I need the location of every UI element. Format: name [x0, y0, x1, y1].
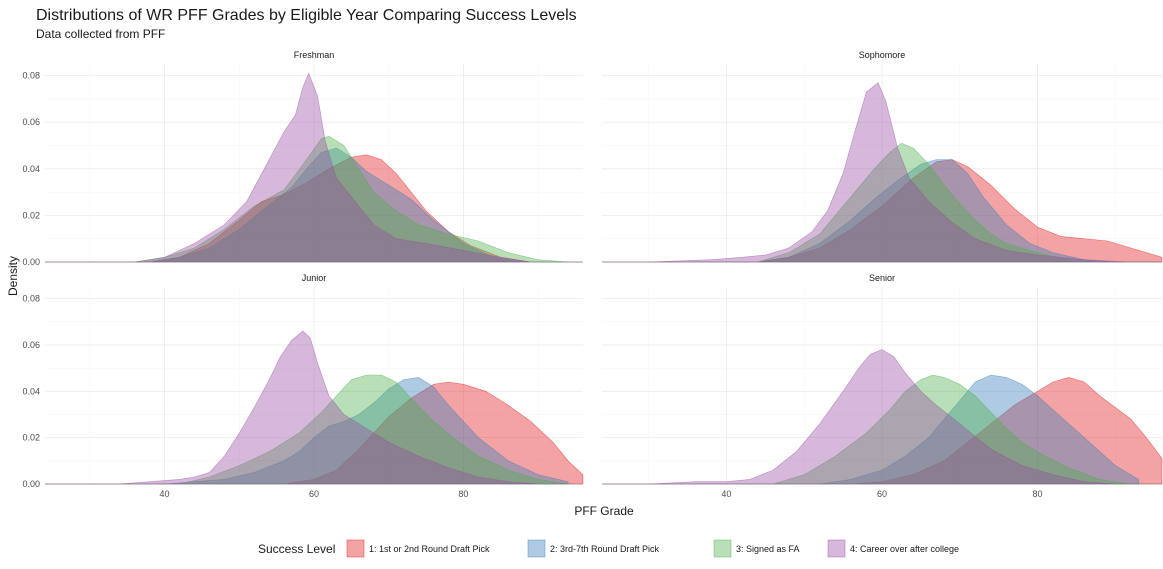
x-tick-label: 80 [458, 489, 468, 499]
legend-label-1: 1: 1st or 2nd Round Draft Pick [369, 544, 490, 554]
y-tick-label: 0.08 [22, 71, 40, 81]
density-area-series-2 [45, 147, 583, 263]
legend-swatch-1 [346, 539, 365, 558]
legend-label-3: 3: Signed as FA [736, 544, 800, 554]
y-axis-title: Density [6, 256, 20, 296]
density-area-series-3 [45, 374, 583, 485]
density-area-series-1 [45, 381, 584, 485]
legend: Success Level 1: 1st or 2nd Round Draft … [258, 539, 959, 558]
y-tick-label: 0.02 [22, 210, 40, 220]
facet-strip-label: Freshman [294, 50, 335, 60]
facet-panel-sophomore: Sophomore [602, 50, 1163, 263]
facet-strip-label: Senior [869, 273, 895, 283]
facet-strip-label: Sophomore [859, 50, 906, 60]
y-tick-label: 0.08 [22, 294, 40, 304]
y-tick-label: 0.04 [22, 386, 40, 396]
y-tick-label: 0.06 [22, 117, 40, 127]
y-tick-label: 0.02 [22, 433, 40, 443]
x-tick-label: 60 [877, 489, 887, 499]
legend-swatch-4 [827, 539, 846, 558]
chart-title: Distributions of WR PFF Grades by Eligib… [36, 7, 577, 24]
facet-panel-junior: Junior 0.00 0.02 0.04 0.06 0.08 40 60 80 [22, 273, 584, 499]
legend-swatch-2 [527, 539, 546, 558]
x-tick-label: 60 [309, 489, 319, 499]
legend-swatch-3 [713, 539, 732, 558]
density-area-series-1 [602, 159, 1163, 263]
facet-panels: Freshman 0.00 0.02 0.04 0.06 0.08 Sophomore Jun… [22, 50, 1163, 499]
y-tick-label: 0.06 [22, 340, 40, 350]
legend-label-4: 4: Career over after college [850, 544, 959, 554]
density-area-series-3 [602, 374, 1162, 485]
facet-strip-label: Junior [302, 273, 327, 283]
chart-subtitle: Data collected from PFF [36, 27, 165, 41]
density-area-series-4 [602, 82, 1162, 263]
y-tick-label: 0.00 [22, 257, 40, 267]
x-tick-label: 40 [160, 489, 170, 499]
legend-label-2: 2: 3rd-7th Round Draft Pick [550, 544, 660, 554]
y-tick-label: 0.04 [22, 164, 40, 174]
facet-panel-senior: Senior 40 60 80 [602, 273, 1163, 499]
density-area-series-1 [602, 377, 1163, 485]
x-tick-label: 80 [1033, 489, 1043, 499]
x-tick-label: 40 [721, 489, 731, 499]
legend-title: Success Level [258, 542, 335, 556]
facet-panel-freshman: Freshman 0.00 0.02 0.04 0.06 0.08 [22, 50, 583, 267]
x-axis-title: PFF Grade [574, 504, 634, 518]
density-area-series-1 [45, 154, 583, 263]
density-area-series-3 [45, 135, 583, 263]
y-tick-label: 0.00 [22, 479, 40, 489]
density-area-series-2 [45, 377, 569, 485]
density-area-series-2 [602, 374, 1139, 485]
density-area-series-4 [45, 330, 583, 485]
density-area-series-4 [45, 72, 583, 263]
density-area-series-4 [602, 349, 1162, 485]
